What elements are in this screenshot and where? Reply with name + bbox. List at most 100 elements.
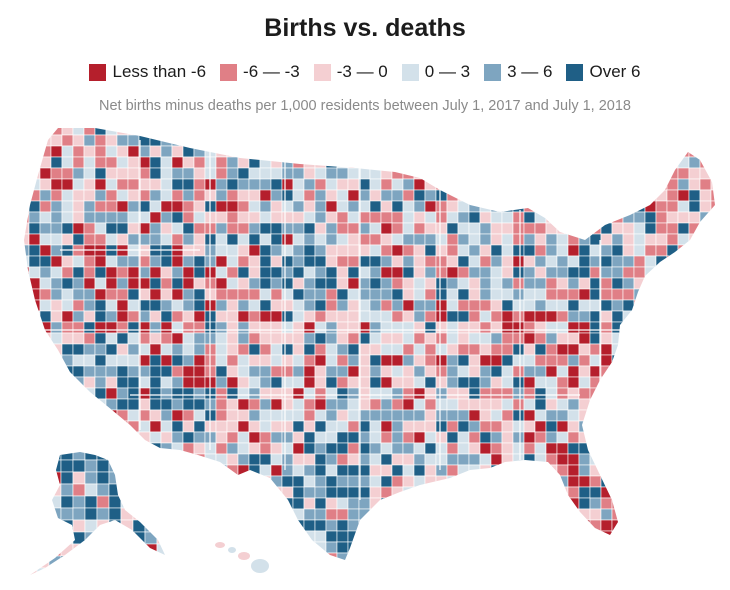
county-cell [314,167,327,180]
county-cell [314,376,327,389]
county-cell [169,568,181,580]
county-cell [248,486,261,499]
county-cell [61,299,74,312]
county-cell [83,431,96,444]
county-cell [108,471,122,485]
county-cell [292,442,305,455]
county-cell [435,288,448,301]
county-cell [182,552,195,560]
county-cell [381,564,392,575]
county-cell [688,387,701,400]
county-cell [105,354,118,367]
county-cell [248,145,261,158]
county-cell [468,167,481,180]
county-cell [160,376,173,389]
county-cell [446,442,459,455]
county-cell [50,387,63,400]
county-cell [534,299,547,312]
county-cell [127,464,140,477]
county-cell [633,332,646,345]
county-cell [270,365,283,378]
county-cell [116,530,129,543]
county-cell [204,497,217,510]
county-cell [270,541,283,554]
county-cell [358,189,371,202]
county-cell [28,365,41,378]
county-cell [446,288,459,301]
county-cell [490,387,503,400]
county-cell [534,178,547,191]
county-cell [347,354,360,367]
county-cell [600,310,613,323]
county-cell [61,376,74,389]
county-cell [534,453,547,466]
county-cell [48,452,62,461]
county-cell [358,343,371,356]
county-cell [215,134,228,147]
county-cell [215,189,228,202]
county-cell [314,431,327,444]
county-cell [644,266,657,279]
county-cell [325,233,338,246]
county-cell [248,508,261,521]
county-cell [699,156,712,169]
county-cell [144,452,158,461]
county-cell [347,128,360,136]
county-cell [336,299,349,312]
county-cell [556,189,569,202]
county-cell [215,277,228,290]
county-cell [369,420,382,433]
county-cell [435,464,448,477]
county-cell [545,442,558,455]
county-cell [314,299,327,312]
county-cell [699,288,712,301]
county-cell [457,541,470,554]
county-cell [666,343,679,356]
county-cell [567,233,580,246]
county-cell [523,156,536,169]
county-cell [688,398,701,411]
county-cell [655,310,668,323]
county-cell [622,497,635,510]
county-cell [391,233,404,246]
county-cell [237,376,250,389]
county-cell [710,376,715,389]
county-cell [156,483,165,497]
county-cell [589,299,602,312]
county-cell [655,387,668,400]
county-cell [127,266,140,279]
county-cell [171,321,184,334]
county-cell [336,552,349,560]
county-cell [50,266,63,279]
county-cell [369,376,382,389]
county-cell [358,409,371,422]
county-cell [248,464,261,477]
county-cell [435,475,448,488]
legend-label: -3 — 0 [336,62,388,81]
county-cell [699,134,712,147]
county-cell [60,452,74,461]
county-cell [160,365,173,378]
county-cell [446,376,459,389]
county-cell [182,332,195,345]
county-cell [666,200,679,213]
county-cell [193,134,206,147]
county-cell [644,387,657,400]
county-cell [655,156,668,169]
county-cell [578,442,591,455]
county-cell [622,343,635,356]
county-cell [347,266,360,279]
county-cell [644,332,657,345]
county-cell [259,167,272,180]
county-cell [347,178,360,191]
county-cell [325,266,338,279]
county-cell [446,420,459,433]
county-cell [578,156,591,169]
county-cell [677,464,690,477]
county-cell [699,464,712,477]
county-cell [314,266,327,279]
county-cell [303,365,316,378]
county-cell [116,222,129,235]
county-cell [644,475,657,488]
county-cell [567,530,580,543]
